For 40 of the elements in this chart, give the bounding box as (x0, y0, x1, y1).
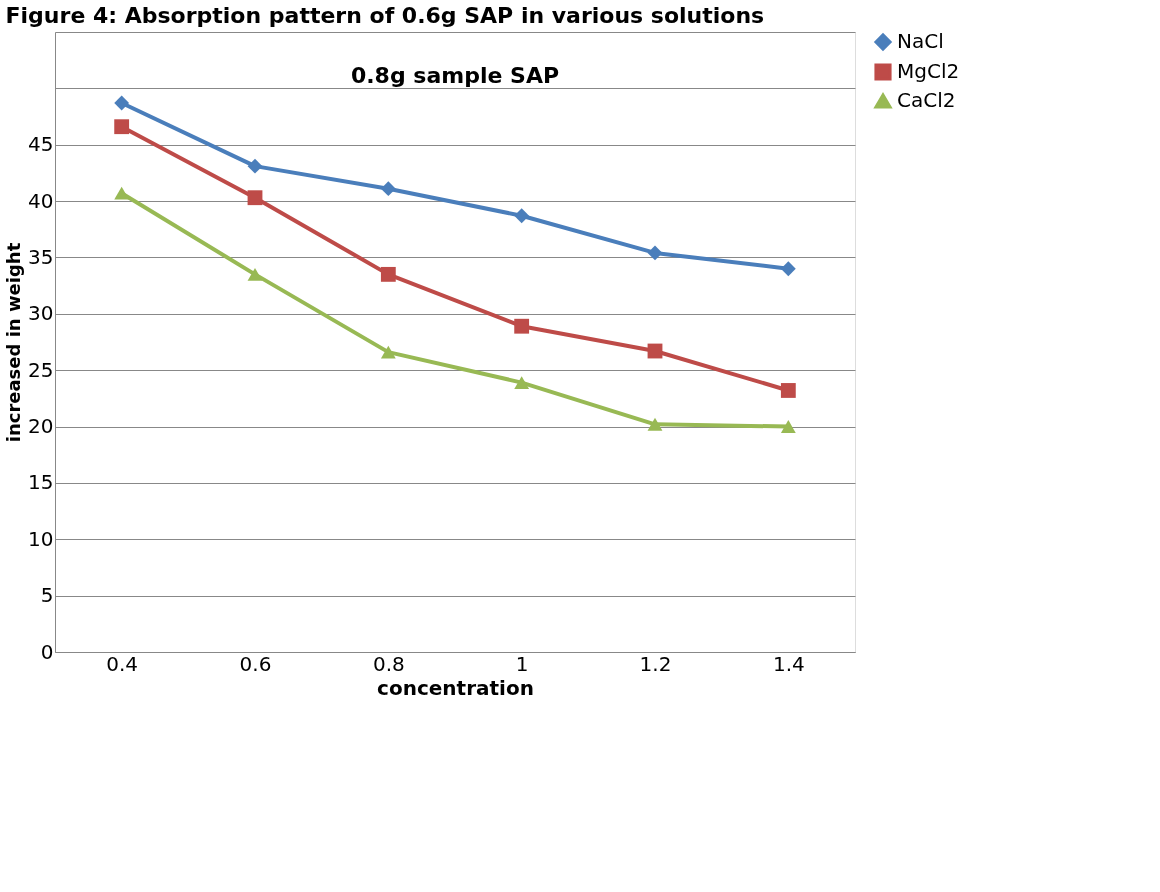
x-tick-label: 1.2 (639, 651, 672, 676)
x-tick-label: 1.4 (772, 651, 805, 676)
point (514, 318, 530, 334)
y-tick-label: 15 (28, 470, 54, 495)
point (647, 417, 663, 431)
y-tick-label: 10 (28, 526, 54, 551)
legend-label: CaCl2 (897, 88, 956, 112)
chart-title: Figure 4: Absorption pattern of 0.6g SAP in various solutions (5, 3, 765, 28)
point (114, 186, 130, 200)
x-tick-label: 0.4 (106, 651, 139, 676)
point (380, 181, 396, 197)
y-tick-label: 25 (28, 357, 54, 382)
x-tick-label: 0.8 (372, 651, 405, 676)
y-tick-label: 40 (28, 188, 54, 213)
y-tick-label: 30 (28, 301, 54, 326)
point (780, 261, 796, 277)
y-axis-title: increased in weight (3, 242, 25, 443)
y-tick-label: 45 (28, 132, 54, 157)
point (514, 208, 530, 224)
x-axis-title: concentration (377, 675, 534, 700)
point (647, 245, 663, 261)
point (780, 420, 796, 433)
y-tick-label: 0 (40, 639, 54, 664)
y-tick-label: 5 (40, 583, 54, 608)
point (380, 345, 396, 359)
legend-label: NaCl (897, 29, 944, 53)
point (780, 383, 796, 398)
point (247, 190, 263, 206)
point (114, 95, 130, 111)
y-tick-label: 35 (28, 244, 54, 269)
text: 0.8g sample SAP (350, 63, 560, 88)
point (380, 266, 396, 282)
legend-label: MgCl2 (897, 59, 960, 83)
point (247, 267, 263, 281)
point (514, 376, 530, 389)
x-tick-label: 0.6 (239, 651, 272, 676)
point (247, 158, 263, 174)
x-tick-label: 1 (515, 651, 529, 676)
y-tick-label: 20 (28, 414, 54, 439)
point (114, 119, 130, 135)
